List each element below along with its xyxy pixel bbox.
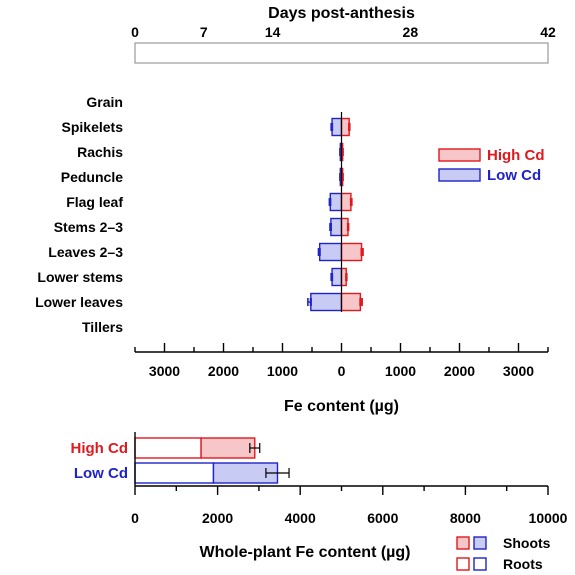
x-tick-label: 6000	[367, 510, 398, 526]
x-tick-label: 0	[131, 510, 139, 526]
bar-low-cd	[330, 217, 343, 237]
bar-roots	[134, 462, 215, 484]
bar-low-cd	[329, 192, 343, 212]
category-label: Tillers	[82, 319, 123, 335]
bar-low-cd	[310, 292, 343, 312]
x-tick-label: 1000	[267, 363, 298, 379]
category-label: Lower stems	[37, 269, 123, 285]
x-tick-label: 1000	[385, 363, 416, 379]
category-label: Grain	[86, 94, 123, 110]
legend-label-roots: Roots	[503, 556, 543, 572]
category-label: Spikelets	[62, 119, 124, 135]
legend-swatch-shoots-low	[473, 536, 487, 550]
bar-low-cd	[331, 267, 343, 287]
x-tick-label: 2000	[444, 363, 475, 379]
legend-swatch-roots-low	[473, 557, 487, 571]
bar-high-cd	[340, 117, 350, 137]
days-bar	[134, 42, 549, 64]
x-tick-label: 4000	[285, 510, 316, 526]
x-axis-title: Fe content (µg)	[284, 398, 399, 415]
legend-swatch-low-cd	[438, 168, 481, 182]
legend-label-high-cd: High Cd	[487, 147, 545, 164]
legend-swatch-shoots-high	[456, 536, 470, 550]
category-label: Leaves 2–3	[48, 244, 123, 260]
x-tick-label: 2000	[208, 363, 239, 379]
days-tick-label: 0	[131, 24, 139, 40]
bar-roots	[134, 437, 202, 459]
category-label: High Cd	[71, 440, 129, 457]
days-tick-label: 14	[265, 24, 281, 40]
legend-label-low-cd: Low Cd	[487, 167, 541, 184]
bar-low-cd	[318, 242, 343, 262]
category-label: Peduncle	[61, 169, 123, 185]
days-axis-title: Days post-anthesis	[268, 5, 415, 22]
days-tick-label: 7	[200, 24, 208, 40]
category-label: Flag leaf	[66, 194, 123, 210]
bar-high-cd	[340, 292, 362, 312]
x-tick-label: 2000	[202, 510, 233, 526]
days-tick-label: 28	[403, 24, 419, 40]
x-tick-label: 0	[338, 363, 346, 379]
category-label: Rachis	[77, 144, 123, 160]
legend-swatch-high-cd	[438, 148, 481, 162]
bar-high-cd	[340, 192, 352, 212]
bar-low-cd	[331, 117, 343, 137]
x-axis-title: Whole-plant Fe content (µg)	[200, 544, 411, 561]
bar-shoots	[200, 437, 256, 459]
x-tick-label: 10000	[529, 510, 568, 526]
x-tick-label: 8000	[450, 510, 481, 526]
category-label: Stems 2–3	[54, 219, 123, 235]
x-tick-label: 3000	[149, 363, 180, 379]
category-label: Lower leaves	[35, 294, 123, 310]
x-tick-label: 3000	[503, 363, 534, 379]
bar-high-cd	[340, 242, 363, 262]
category-label: Low Cd	[74, 465, 128, 482]
legend-label-shoots: Shoots	[503, 535, 551, 551]
legend-swatch-roots-high	[456, 557, 470, 571]
days-tick-label: 42	[540, 24, 556, 40]
